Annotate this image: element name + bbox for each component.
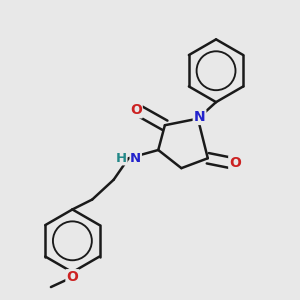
Text: O: O	[130, 103, 142, 117]
Text: O: O	[67, 270, 78, 284]
Text: H: H	[116, 152, 127, 165]
Text: O: O	[229, 156, 241, 170]
Text: N: N	[194, 110, 205, 124]
Text: N: N	[130, 152, 141, 165]
